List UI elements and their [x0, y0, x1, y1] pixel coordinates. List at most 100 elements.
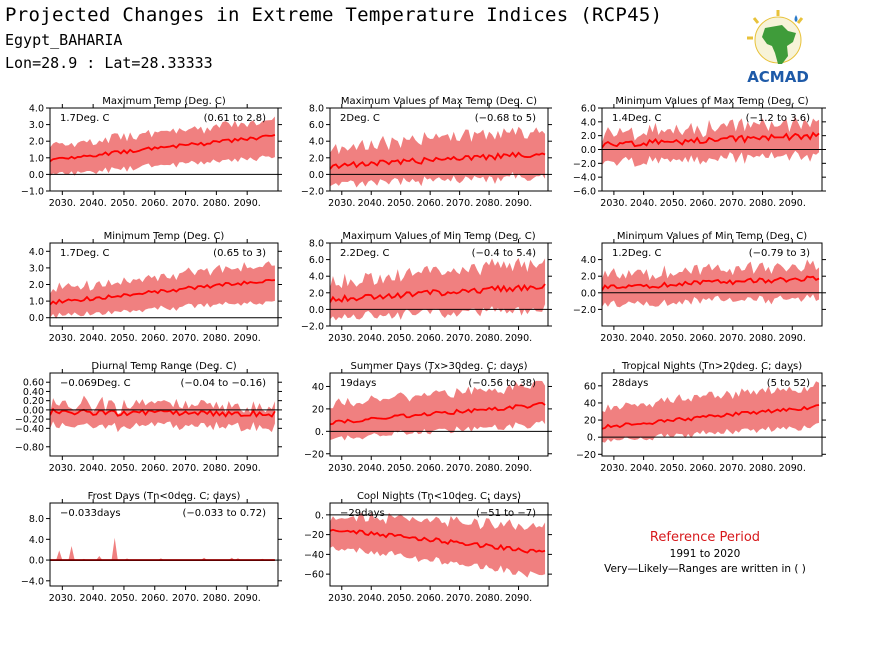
- value-label: 1.7Deg. C: [60, 248, 109, 259]
- chart-panel-6: −0.80 −0.40−0.200.000.200.400.60 2030. 2040…: [15, 361, 282, 474]
- median-line: [330, 151, 546, 170]
- y-tick-label: 4.0: [309, 272, 324, 283]
- plot-frame: [49, 107, 279, 192]
- x-tick-label: 2090.: [505, 198, 532, 209]
- range-band: [330, 126, 546, 188]
- x-tick-label: 2050.: [387, 593, 414, 604]
- x-tick-label: 2080.: [203, 593, 230, 604]
- x-tick-label: 2090.: [505, 593, 532, 604]
- page-title: Projected Changes in Extreme Temperature…: [5, 4, 663, 26]
- chart-panel-0: −1.0 0.0 1.0 2.0 3.0 4.0 2030. 2040. 2050. 2060. 2…: [21, 96, 282, 209]
- y-tick-label: 4.0: [29, 247, 44, 258]
- y-tick-label: 0.0: [309, 170, 324, 181]
- x-tick-label: 2060.: [141, 333, 168, 344]
- range-label: (−0.56 to 38): [468, 378, 536, 389]
- x-tick-label: 2070.: [172, 463, 199, 474]
- reference-period-title: Reference Period: [649, 530, 761, 545]
- y-tick-label: 0.0: [29, 313, 44, 324]
- y-tick-label: −2.0: [301, 322, 324, 333]
- x-tick-label: 2070.: [446, 593, 473, 604]
- x-tick-label: 2040.: [80, 463, 107, 474]
- x-tick-label: 2060.: [417, 198, 444, 209]
- y-tick-label: −4.0: [573, 173, 596, 184]
- chart-title: Frost Days (Tn<0deg. C; days): [88, 491, 241, 502]
- y-tick-label: 0.20: [23, 396, 44, 407]
- y-tick-label: 0.0: [581, 145, 596, 156]
- value-label: 19days: [340, 378, 376, 389]
- x-tick-label: 2090.: [234, 593, 261, 604]
- x-tick-label: 2040.: [358, 593, 385, 604]
- x-tick-label: 2090.: [234, 333, 261, 344]
- range-band: [50, 537, 275, 561]
- value-label: −0.033days: [60, 508, 121, 519]
- y-tick-label: 20: [312, 404, 324, 415]
- chart-title: Diurnal Temp Range (Deg. C): [91, 361, 236, 372]
- chart-panel-8: −20 0. 20 40 60 2030. 2040. 2050. 2060. 2070. 2080…: [576, 361, 826, 474]
- y-tick-label: 2.0: [581, 272, 596, 283]
- y-tick-label: 0.60: [23, 378, 44, 389]
- chart-panel-7: −20 0. 20 40 2030. 2040. 2050. 2060. 2070. 2080. 2…: [304, 361, 552, 474]
- location-label: Egypt_BAHARIA: [5, 31, 123, 49]
- x-tick-label: 2050.: [387, 463, 414, 474]
- plot-frame: [601, 372, 823, 457]
- median-line: [330, 528, 546, 554]
- range-label: (−1.2 to 3.6): [746, 113, 810, 124]
- x-tick-label: 2030.: [600, 333, 627, 344]
- y-tick-label: 0.0: [29, 556, 44, 567]
- reference-period-note: Very—Likely—Ranges are written in ( ): [604, 563, 806, 575]
- chart-title: Tropical Nights (Tn>20deg. C; days): [621, 361, 802, 372]
- x-tick-label: 2070.: [446, 333, 473, 344]
- y-tick-label: 0.40: [23, 387, 44, 398]
- median-line: [602, 131, 820, 149]
- y-tick-label: 3.0: [29, 263, 44, 274]
- x-tick-label: 2030.: [49, 198, 76, 209]
- x-tick-label: 2030.: [328, 593, 355, 604]
- value-label: 1.7Deg. C: [60, 113, 109, 124]
- x-tick-label: 2070.: [172, 593, 199, 604]
- x-tick-label: 2040.: [358, 463, 385, 474]
- y-tick-label: 2.0: [309, 153, 324, 164]
- y-tick-label: −6.0: [573, 187, 596, 198]
- x-tick-label: 2050.: [110, 198, 137, 209]
- plot-frame: [49, 372, 279, 457]
- chart-title: Minimum Values of Min Temp (Deg. C): [617, 231, 807, 242]
- chart-title: Maximum Temp (Deg. C): [102, 96, 226, 107]
- x-tick-label: 2040.: [630, 463, 657, 474]
- x-tick-label: 2070.: [446, 463, 473, 474]
- y-tick-label: −4.0: [21, 576, 44, 587]
- y-tick-label: 0.: [315, 427, 324, 438]
- y-tick-label: 6.0: [309, 255, 324, 266]
- range-label: (5 to 52): [767, 378, 810, 389]
- x-tick-label: 2050.: [387, 333, 414, 344]
- range-label: (−51 to −7): [476, 508, 536, 519]
- reference-period-years: 1991 to 2020: [669, 548, 741, 560]
- x-tick-label: 2080.: [749, 463, 776, 474]
- y-tick-label: 8.0: [309, 104, 324, 115]
- value-label: 1.2Deg. C: [612, 248, 661, 259]
- x-tick-label: 2050.: [660, 333, 687, 344]
- x-tick-label: 2070.: [446, 198, 473, 209]
- range-band: [50, 395, 275, 433]
- range-band: [330, 257, 546, 321]
- x-tick-label: 2090.: [779, 333, 806, 344]
- x-tick-label: 2040.: [80, 593, 107, 604]
- range-label: (−0.4 to 5.4): [472, 248, 536, 259]
- x-tick-label: 2090.: [234, 463, 261, 474]
- y-tick-label: −0.80: [15, 442, 44, 453]
- x-tick-label: 2070.: [719, 463, 746, 474]
- x-tick-label: 2060.: [689, 463, 716, 474]
- coordinates-label: Lon=28.9 : Lat=28.33333: [5, 54, 213, 72]
- y-tick-label: 60: [584, 381, 596, 392]
- y-tick-label: 20: [584, 416, 596, 427]
- x-tick-label: 2070.: [172, 198, 199, 209]
- y-tick-label: 4.0: [309, 137, 324, 148]
- y-tick-label: −20: [304, 449, 324, 460]
- x-tick-label: 2030.: [328, 198, 355, 209]
- x-tick-label: 2090.: [234, 198, 261, 209]
- y-tick-label: 0.0: [309, 305, 324, 316]
- range-label: (−0.68 to 5): [475, 113, 536, 124]
- x-tick-label: 2080.: [475, 463, 502, 474]
- value-label: −0.069Deg. C: [60, 378, 131, 389]
